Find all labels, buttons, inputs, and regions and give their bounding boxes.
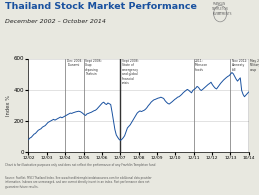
Text: FT: FT bbox=[218, 12, 222, 16]
Text: FRANKLIN
TEMPLETON
INVESTMENTS: FRANKLIN TEMPLETON INVESTMENTS bbox=[212, 2, 232, 16]
Text: December 2002 – October 2014: December 2002 – October 2014 bbox=[5, 19, 106, 24]
Text: Thailand Stock Market Performance: Thailand Stock Market Performance bbox=[5, 2, 197, 11]
Text: Dec 2004:
Tsunami: Dec 2004: Tsunami bbox=[67, 59, 82, 67]
Text: May 2014:
Military
coup: May 2014: Military coup bbox=[250, 59, 259, 72]
Text: 2011:
Monsoon
floods: 2011: Monsoon floods bbox=[195, 59, 208, 72]
Y-axis label: Index %: Index % bbox=[6, 95, 11, 116]
Text: Sept 2006:
Coup
deposing
Thaksin: Sept 2006: Coup deposing Thaksin bbox=[85, 59, 102, 76]
Text: Source: FactSet, MSCI Thailand Index. See www.franklintempletondatasources.com f: Source: FactSet, MSCI Thailand Index. Se… bbox=[5, 176, 152, 189]
Text: Nov 2012:
Amnesty
bill: Nov 2012: Amnesty bill bbox=[232, 59, 247, 72]
Text: Sept 2008:
State of
emergency
and global
financial
crisis: Sept 2008: State of emergency and global… bbox=[122, 59, 139, 85]
Text: Chart is for illustrative purposes only and does not reflect the performance of : Chart is for illustrative purposes only … bbox=[5, 163, 156, 167]
